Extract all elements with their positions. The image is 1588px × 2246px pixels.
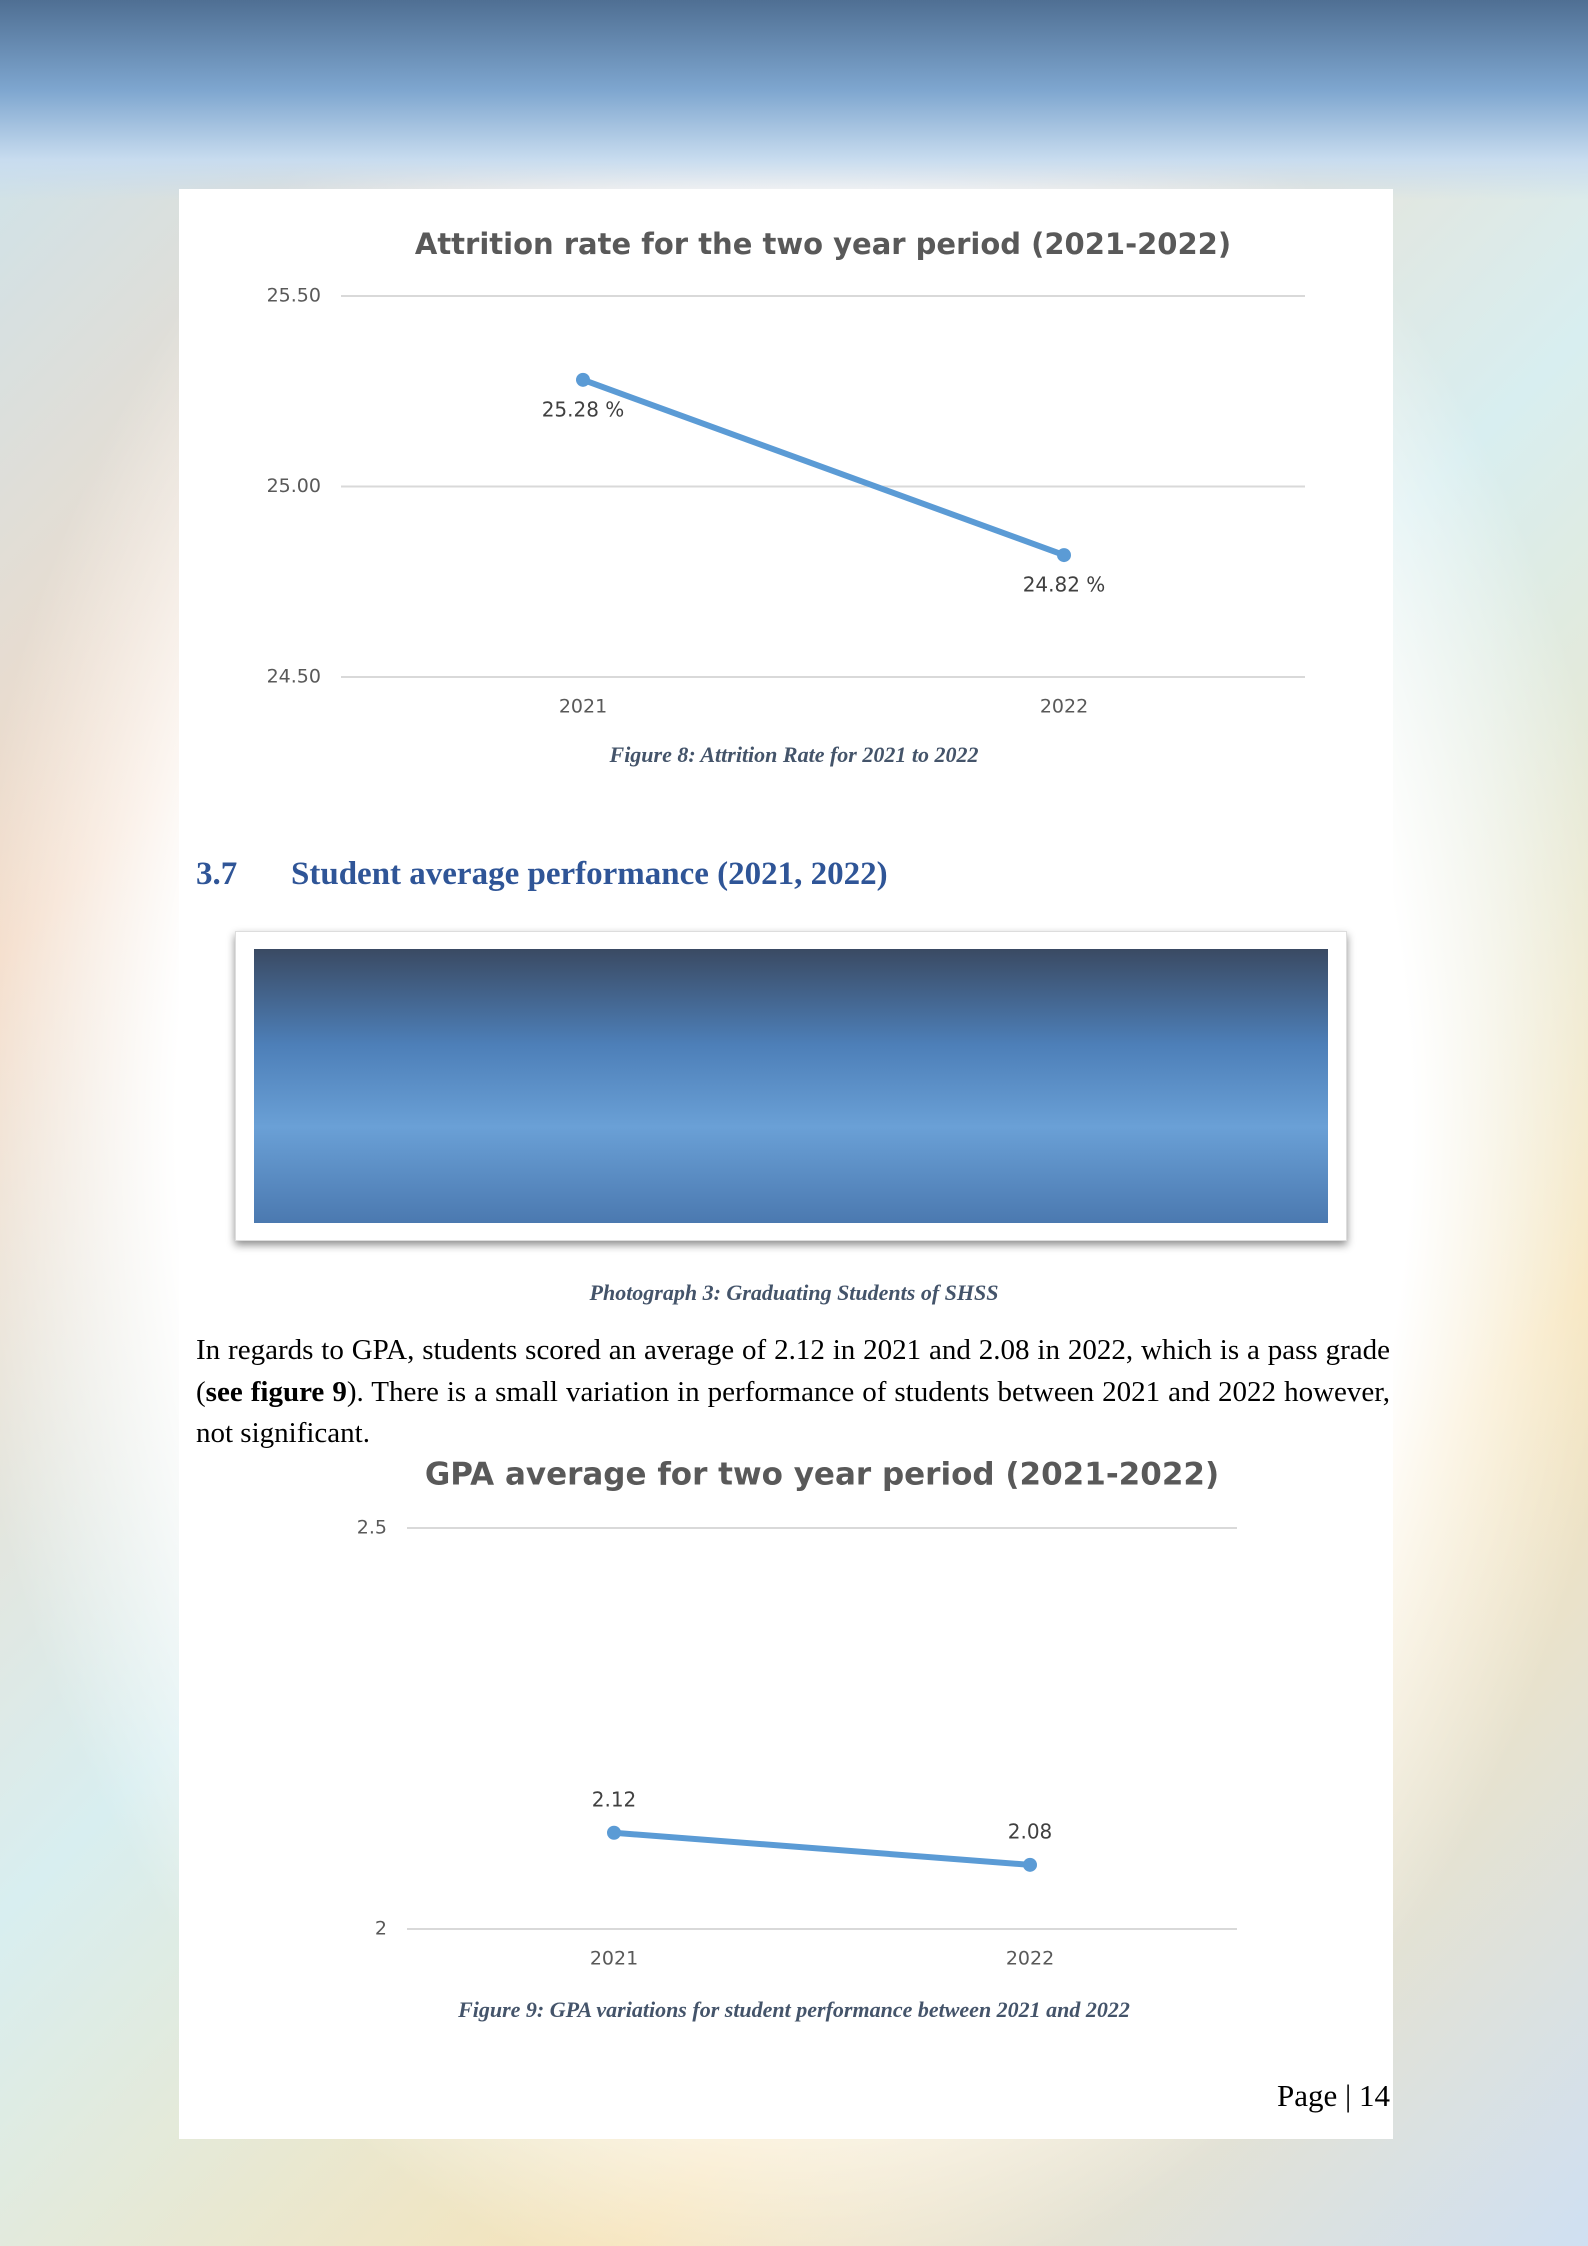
y-tick-label: 2.5 — [357, 1517, 387, 1539]
data-label: 24.82 % — [1023, 573, 1106, 597]
y-tick-label: 25.00 — [267, 475, 321, 497]
data-point — [1057, 548, 1071, 562]
data-label: 25.28 % — [542, 397, 625, 421]
y-tick-label: 25.50 — [267, 285, 321, 307]
data-line — [614, 1833, 1030, 1865]
chart-title: Attrition rate for the two year period (… — [415, 227, 1231, 261]
data-point — [607, 1826, 621, 1840]
data-line — [583, 380, 1064, 555]
data-label: 2.08 — [1008, 1819, 1053, 1843]
data-point — [576, 373, 590, 387]
x-tick-label: 2021 — [590, 1948, 638, 1970]
x-tick-label: 2022 — [1040, 696, 1088, 718]
y-tick-label: 24.50 — [267, 666, 321, 688]
page: Figure 8: Attrition Rate for 2021 to 202… — [0, 0, 1588, 2246]
y-tick-label: 2 — [375, 1918, 387, 1940]
charts: Attrition rate for the two year period (… — [0, 0, 1588, 2246]
data-point — [1023, 1858, 1037, 1872]
x-tick-label: 2022 — [1006, 1948, 1054, 1970]
chart-title: GPA average for two year period (2021-20… — [425, 1457, 1219, 1493]
x-tick-label: 2021 — [559, 696, 607, 718]
data-label: 2.12 — [592, 1787, 637, 1811]
